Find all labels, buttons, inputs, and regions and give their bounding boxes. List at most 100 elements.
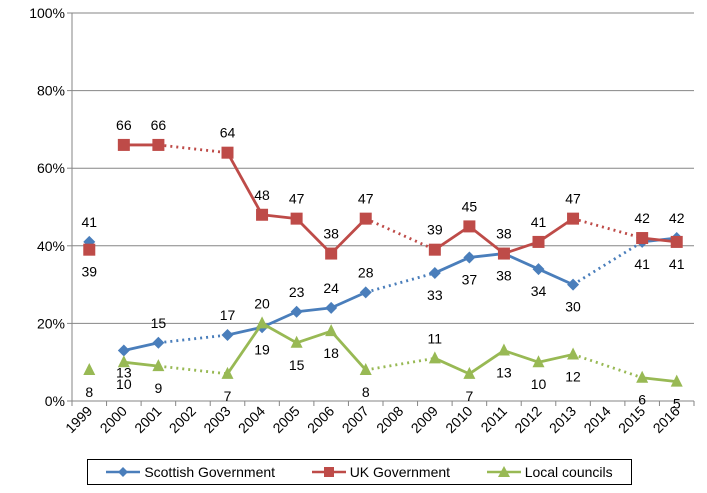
data-label: 17 bbox=[220, 307, 236, 323]
data-point bbox=[117, 138, 130, 151]
series-line-segment bbox=[123, 341, 159, 352]
data-label: 19 bbox=[254, 341, 270, 357]
series-line-segment bbox=[642, 376, 677, 383]
series-line-segment bbox=[537, 267, 574, 286]
legend-item-local-councils: Local councils bbox=[486, 464, 613, 480]
legend-label-scottish-government: Scottish Government bbox=[144, 464, 276, 480]
data-label: 38 bbox=[323, 226, 339, 242]
data-label: 48 bbox=[254, 187, 270, 203]
data-point bbox=[290, 335, 303, 348]
data-label: 6 bbox=[638, 392, 646, 408]
data-label: 12 bbox=[565, 368, 581, 384]
data-point bbox=[428, 266, 441, 279]
x-tick-label: 2001 bbox=[131, 403, 164, 436]
y-tick-label: 80% bbox=[37, 83, 65, 99]
series-gap-segment bbox=[365, 356, 436, 372]
data-label: 41 bbox=[634, 256, 650, 272]
data-point bbox=[670, 235, 683, 248]
data-label: 5 bbox=[673, 396, 681, 412]
data-point bbox=[463, 251, 476, 264]
data-label: 39 bbox=[81, 264, 97, 280]
legend-label-local-councils: Local councils bbox=[524, 464, 613, 480]
data-label: 47 bbox=[565, 191, 581, 207]
x-tick-label: 2014 bbox=[580, 403, 613, 436]
data-label: 24 bbox=[323, 280, 339, 296]
series-line-segment bbox=[330, 291, 367, 310]
legend-item-scottish-government: Scottish Government bbox=[106, 464, 275, 480]
legend-item-uk-government: UK Government bbox=[311, 464, 450, 480]
data-label: 10 bbox=[116, 376, 132, 392]
data-label: 38 bbox=[496, 226, 512, 242]
data-label: 11 bbox=[428, 330, 443, 346]
x-tick-label: 2010 bbox=[442, 403, 475, 436]
data-label: 66 bbox=[116, 117, 132, 133]
x-tick-label: 1999 bbox=[62, 403, 95, 436]
y-tick-label: 60% bbox=[37, 160, 65, 176]
data-point bbox=[636, 370, 649, 383]
data-label: 13 bbox=[116, 365, 132, 381]
data-label: 15 bbox=[151, 315, 167, 331]
legend: Scottish Government UK Government Local … bbox=[87, 459, 632, 485]
data-point bbox=[532, 235, 545, 248]
series-line-segment bbox=[296, 306, 332, 314]
data-label: 13 bbox=[496, 365, 512, 381]
data-label: 42 bbox=[634, 210, 650, 226]
data-point bbox=[117, 355, 130, 368]
data-label: 64 bbox=[220, 125, 236, 141]
data-point bbox=[256, 316, 269, 329]
legend-swatch-square bbox=[311, 467, 346, 477]
x-tick-label: 2002 bbox=[166, 403, 199, 436]
data-label: 47 bbox=[358, 191, 374, 207]
series-gap-segment bbox=[572, 240, 643, 286]
data-point bbox=[325, 301, 338, 314]
data-point bbox=[463, 220, 476, 233]
data-point bbox=[463, 366, 476, 379]
data-point bbox=[221, 146, 234, 159]
series-line-segment bbox=[226, 322, 264, 375]
data-label: 47 bbox=[289, 191, 305, 207]
data-label: 33 bbox=[427, 287, 443, 303]
y-tick-label: 20% bbox=[37, 315, 65, 331]
series-line-segment bbox=[468, 349, 505, 376]
x-tick-label: 2008 bbox=[373, 403, 406, 436]
x-tick-label: 2003 bbox=[200, 403, 233, 436]
data-label: 45 bbox=[462, 198, 478, 214]
series-line-segment bbox=[261, 322, 298, 345]
data-label: 41 bbox=[81, 214, 97, 230]
series-line-segment bbox=[123, 360, 159, 368]
series-gap-segment bbox=[572, 353, 643, 380]
x-tick-label: 2000 bbox=[97, 403, 130, 436]
x-tick-label: 2006 bbox=[304, 403, 337, 436]
series-gap-segment bbox=[365, 217, 436, 251]
legend-swatch-diamond bbox=[106, 467, 141, 477]
series-gap-segment bbox=[572, 217, 643, 240]
data-point bbox=[359, 212, 372, 225]
data-point bbox=[256, 208, 269, 221]
data-point bbox=[83, 362, 96, 375]
data-point bbox=[325, 324, 338, 337]
series-uk-government bbox=[83, 138, 683, 260]
x-tick-label: 2004 bbox=[235, 403, 268, 436]
series-line-segment bbox=[434, 256, 470, 275]
data-point bbox=[497, 247, 510, 260]
x-tick-label: 2013 bbox=[546, 403, 579, 436]
series-line-segment bbox=[503, 349, 539, 364]
y-tick-label: 40% bbox=[37, 238, 65, 254]
data-label: 23 bbox=[289, 284, 305, 300]
series-scottish-government bbox=[83, 232, 683, 357]
data-point bbox=[532, 263, 545, 276]
data-label: 30 bbox=[565, 299, 581, 315]
data-point bbox=[497, 343, 510, 356]
data-point bbox=[221, 366, 234, 379]
data-point bbox=[567, 278, 580, 291]
legend-swatch-triangle bbox=[486, 466, 521, 477]
x-tick-label: 2007 bbox=[338, 403, 371, 436]
gridlines bbox=[72, 12, 694, 324]
data-label: 66 bbox=[151, 117, 167, 133]
data-point bbox=[670, 374, 683, 387]
series-local-councils bbox=[83, 316, 683, 387]
series-line-segment bbox=[261, 310, 298, 329]
data-point bbox=[567, 212, 580, 225]
data-point bbox=[532, 355, 545, 368]
data-label: 8 bbox=[362, 384, 370, 400]
